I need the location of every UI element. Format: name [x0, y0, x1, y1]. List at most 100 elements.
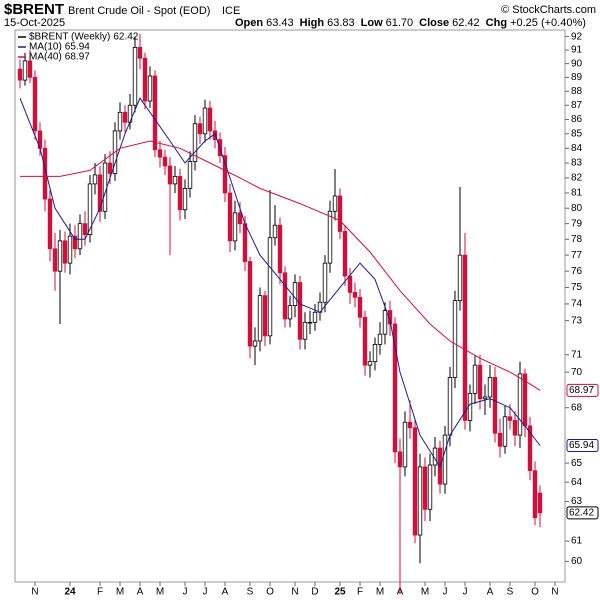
candle-body: [447, 377, 453, 436]
x-tick-label: J: [203, 587, 208, 598]
candle-body: [27, 60, 33, 78]
candle-body: [92, 174, 98, 185]
candle-body: [277, 224, 283, 274]
candle-body: [247, 261, 253, 347]
x-tick-label: M: [116, 587, 124, 598]
candle-body: [442, 434, 448, 485]
x-tick-label: N: [291, 587, 298, 598]
x-tick-label: 24: [64, 587, 76, 598]
legend-value: 62.42: [113, 32, 138, 43]
candle-body: [177, 176, 183, 211]
candle-body: [352, 291, 358, 298]
x-tick-label: M: [376, 587, 384, 598]
plot-frame: [14, 29, 566, 583]
y-tick-label: 86: [571, 114, 583, 125]
candle-body: [132, 46, 138, 106]
candle-body: [347, 275, 353, 293]
candle-body: [182, 188, 188, 211]
candle-body: [102, 162, 108, 212]
candle-body: [77, 223, 83, 250]
legend-name: MA(10): [29, 42, 62, 53]
quote-value: 63.83: [327, 17, 355, 29]
y-tick-label: 71: [571, 349, 583, 360]
candle-body: [462, 254, 468, 421]
candle-body: [367, 361, 373, 366]
legend-value: 65.94: [65, 42, 90, 53]
exchange: ICE: [222, 5, 240, 17]
candle-body: [492, 377, 498, 434]
candle-body: [227, 192, 233, 242]
candle-body: [297, 282, 303, 340]
candle-body: [527, 425, 533, 472]
candle-body: [17, 68, 23, 81]
candle-body: [517, 373, 523, 436]
candle-body: [72, 235, 78, 250]
candle-body: [392, 323, 398, 453]
candle-body: [287, 305, 293, 320]
candle-body: [22, 60, 28, 81]
candle-body: [157, 149, 163, 158]
candle-body: [382, 310, 388, 335]
legend-name: $BRENT (Weekly): [29, 32, 110, 43]
quote-value: 63.43: [266, 17, 294, 29]
quote-label: Chg: [486, 17, 507, 29]
x-tick-label: F: [97, 587, 103, 598]
candle-body: [362, 316, 368, 366]
candle-body: [482, 396, 488, 400]
quote-value: 61.70: [386, 17, 414, 29]
candle-body: [162, 156, 168, 167]
candle-body: [427, 464, 433, 510]
x-tick-label: M: [421, 587, 429, 598]
candle-body: [202, 107, 208, 135]
y-tick-label: 73: [571, 315, 583, 326]
candle-body: [197, 123, 203, 135]
quote-value: 62.42: [452, 17, 480, 29]
y-tick-label: 87: [571, 100, 583, 111]
x-tick-label: J: [443, 587, 448, 598]
y-tick-label: 76: [571, 266, 583, 277]
candle-body: [272, 224, 278, 239]
candle-body: [332, 195, 338, 212]
candle-body: [512, 420, 518, 436]
candle-body: [282, 272, 288, 320]
candle-body: [422, 466, 428, 510]
y-tick-label: 75: [571, 282, 583, 293]
candle-body: [322, 262, 328, 303]
y-tick-label: 92: [571, 31, 583, 42]
symbol: $BRENT: [4, 1, 64, 18]
legend-value: 68.97: [65, 52, 90, 63]
candle-body: [57, 240, 63, 272]
y-tick-label: 65: [571, 458, 583, 469]
candle-body: [252, 340, 258, 347]
y-tick-label: 80: [571, 203, 583, 214]
x-tick-label: A: [222, 587, 229, 598]
candle-body: [417, 466, 423, 536]
y-tick-label: 70: [571, 367, 583, 378]
candle-body: [242, 223, 248, 262]
x-tick-label: N: [31, 587, 38, 598]
quote-label: High: [300, 17, 325, 29]
candle-body: [302, 321, 308, 340]
candle-body: [222, 155, 228, 194]
candle-body: [267, 237, 273, 337]
candle-body: [97, 174, 103, 212]
candle-body: [87, 183, 93, 235]
value-tag: [566, 438, 599, 452]
quote-label: Close: [419, 17, 449, 29]
y-tick-label: 84: [571, 143, 583, 154]
ma-line: [19, 97, 541, 469]
candle-body: [402, 421, 408, 468]
candle-body: [292, 282, 298, 306]
quote-label: Open: [235, 17, 263, 29]
y-tick-label: 82: [571, 173, 583, 184]
y-tick-label: 90: [571, 58, 583, 69]
candle-body: [327, 210, 333, 264]
candle-body: [232, 212, 238, 242]
candle-body: [82, 223, 88, 235]
ma-line: [20, 140, 541, 391]
x-tick-label: 25: [334, 587, 346, 598]
candle-body: [372, 343, 378, 363]
y-tick-label: 63: [571, 496, 583, 507]
chart-title: Brent Crude Oil - Spot (EOD): [68, 5, 210, 17]
candle-body: [67, 235, 73, 264]
